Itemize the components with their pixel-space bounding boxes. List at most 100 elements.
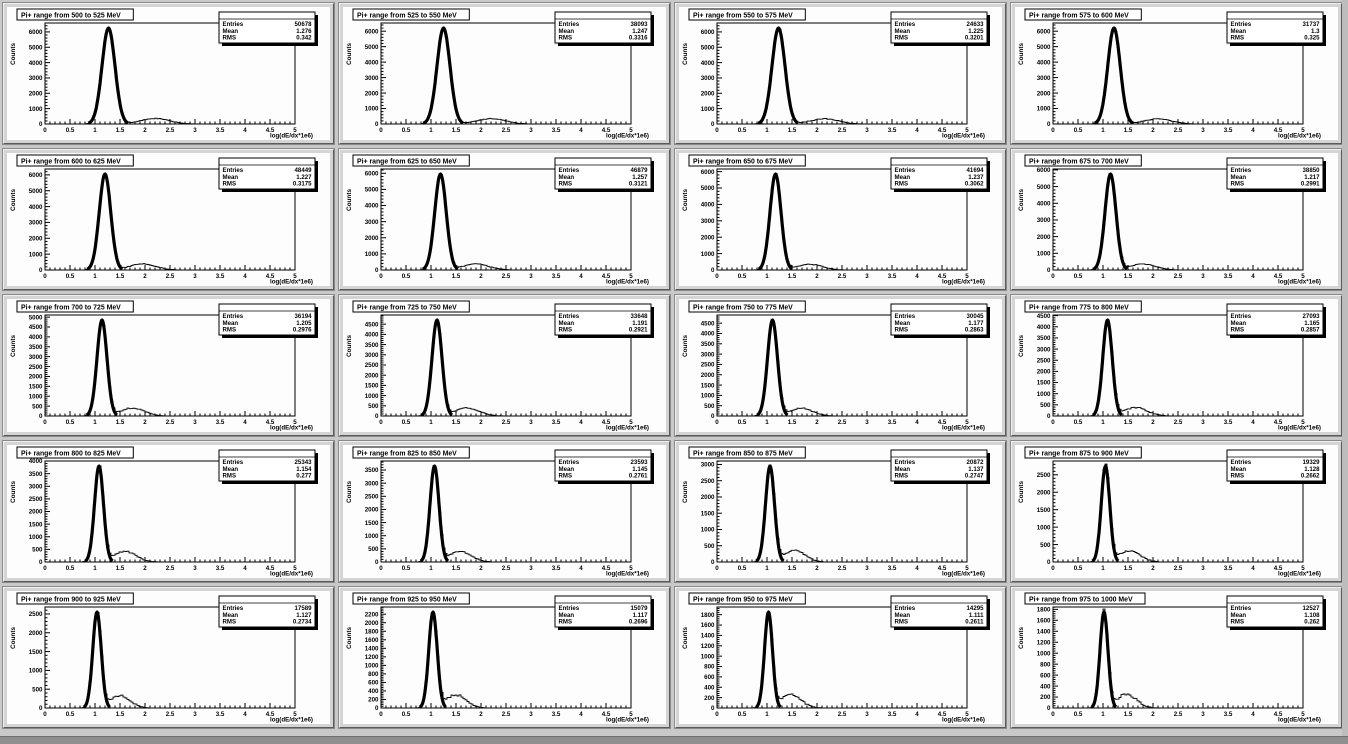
stats-label: Mean	[559, 320, 575, 327]
x-tick-label: 3	[1201, 127, 1205, 134]
y-tick-label: 2000	[29, 374, 43, 381]
x-tick-label: 0.5	[738, 565, 747, 572]
stats-value: 0.277	[296, 472, 312, 479]
panel-title: Pi+ range from 800 to 825 MeV	[21, 450, 121, 457]
stats-label: Entries	[223, 459, 244, 466]
fit-curve	[1093, 26, 1134, 125]
x-tick-label: 4.5	[1274, 127, 1283, 134]
stats-label: Mean	[559, 466, 575, 473]
y-tick-label: 600	[368, 680, 379, 687]
stats-box: Entries 30045 Mean 1.177 RMS 0.2863	[890, 303, 990, 338]
x-tick-label: 5	[293, 711, 297, 718]
stats-label: Entries	[223, 605, 244, 612]
x-tick-label: 1	[93, 565, 97, 572]
y-tick-label: 2000	[365, 372, 379, 379]
x-tick-label: 5	[629, 419, 633, 426]
histogram-canvas: 0 0.5 1 1.5 2 2.5 3 3.5 4 4.5 5 0 1000 2000 3000 4000 50…	[1015, 153, 1338, 286]
histogram-panel: 0 0.5 1 1.5 2 2.5 3 3.5 4 4.5 5 0 200 400 600 800 1000 12…	[338, 586, 671, 729]
y-tick-label: 1200	[365, 654, 379, 661]
y-tick-label: 500	[704, 543, 715, 550]
x-axis-title: log(dE/dx*1e6)	[606, 425, 649, 432]
panel-title-box: Pi+ range from 650 to 675 MeV	[688, 154, 806, 167]
y-tick-label: 0	[375, 559, 379, 566]
x-tick-label: 0	[1051, 273, 1055, 280]
y-tick-label: 3500	[1037, 335, 1051, 342]
x-tick-label: 1.5	[116, 273, 125, 280]
x-axis-title: log(dE/dx*1e6)	[606, 279, 649, 286]
stats-value: 31737	[1303, 21, 1321, 28]
panel-title: Pi+ range from 900 to 925 MeV	[21, 596, 121, 603]
y-tick-label: 1200	[1037, 639, 1051, 646]
panel-title-frame	[688, 592, 806, 605]
x-tick-label: 4.5	[266, 127, 275, 134]
y-tick-label: 0	[711, 413, 715, 420]
stats-label: RMS	[895, 180, 909, 187]
panel-title: Pi+ range from 975 to 1000 MeV	[1029, 596, 1133, 603]
stats-box-frame	[218, 11, 316, 44]
panel-title: Pi+ range from 750 to 775 MeV	[693, 304, 793, 311]
x-axis-title: log(dE/dx*1e6)	[270, 571, 313, 578]
stats-label: Entries	[895, 167, 916, 174]
y-axis-title: Counts	[10, 43, 17, 65]
y-tick-label: 1000	[1037, 106, 1051, 113]
stats-label: Mean	[895, 174, 911, 181]
x-tick-label: 3.5	[552, 419, 561, 426]
y-tick-label: 1000	[29, 106, 43, 113]
x-tick-label: 2.5	[1174, 273, 1183, 280]
y-axis-title: Counts	[682, 335, 689, 357]
histogram-canvas: 0 0.5 1 1.5 2 2.5 3 3.5 4 4.5 5 0 1000 2000 3000 4000 50…	[1015, 7, 1338, 140]
stats-value: 25343	[295, 459, 313, 466]
x-tick-label: 0	[1051, 565, 1055, 572]
stats-value: 1.191	[632, 320, 648, 327]
histogram-panel: 0 0.5 1 1.5 2 2.5 3 3.5 4 4.5 5 0 500 1000 1500 2000 250…	[674, 294, 1007, 437]
y-tick-label: 4000	[365, 332, 379, 339]
x-tick-label: 1.5	[1124, 711, 1133, 718]
x-tick-label: 5	[1301, 273, 1305, 280]
stats-box-frame	[890, 303, 988, 336]
stats-value: 0.2747	[965, 472, 984, 479]
y-tick-label: 2000	[701, 234, 715, 241]
x-tick-label: 0	[379, 127, 383, 134]
x-tick-label: 3	[529, 127, 533, 134]
y-tick-label: 6000	[365, 170, 379, 177]
stats-value: 1.117	[633, 612, 649, 619]
stats-label: RMS	[223, 180, 237, 187]
stats-box: Entries 25343 Mean 1.154 RMS 0.277	[218, 449, 318, 484]
stats-label: RMS	[223, 472, 237, 479]
y-tick-label: 0	[711, 705, 715, 712]
y-tick-label: 3500	[365, 342, 379, 349]
stats-value: 19329	[1303, 459, 1321, 466]
stats-value: 17589	[295, 605, 313, 612]
y-tick-label: 2500	[365, 362, 379, 369]
stats-box: Entries 41694 Mean 1.237 RMS 0.3062	[890, 157, 990, 192]
x-tick-label: 0.5	[66, 127, 75, 134]
x-tick-label: 4	[1251, 419, 1255, 426]
y-tick-label: 5000	[29, 188, 43, 195]
histogram-panel: 0 0.5 1 1.5 2 2.5 3 3.5 4 4.5 5 0 500 1000 1500 2000 250…	[674, 440, 1007, 583]
stats-value: 1.247	[632, 28, 648, 35]
histogram-panel: 0 0.5 1 1.5 2 2.5 3 3.5 4 4.5 5 0 1000 2000 3000 4000 50…	[674, 148, 1007, 291]
y-tick-label: 600	[704, 674, 715, 681]
x-axis-title: log(dE/dx*1e6)	[942, 133, 985, 140]
panel-title-box: Pi+ range from 600 to 625 MeV	[16, 154, 134, 167]
stats-value: 0.3175	[293, 180, 312, 187]
y-axis-title: Counts	[346, 481, 353, 503]
stats-label: RMS	[895, 326, 909, 333]
y-tick-label: 2200	[365, 611, 379, 618]
x-tick-label: 1.5	[452, 565, 461, 572]
y-tick-label: 5000	[365, 187, 379, 194]
stats-value: 0.325	[1304, 34, 1320, 41]
x-axis-title: log(dE/dx*1e6)	[606, 717, 649, 724]
stats-label: Mean	[559, 174, 575, 181]
y-axis-title: Counts	[10, 627, 17, 649]
stats-label: Entries	[1231, 21, 1252, 28]
stats-value: 15079	[631, 605, 649, 612]
x-tick-label: 4	[579, 565, 583, 572]
stats-box-frame	[554, 303, 652, 336]
stats-box-frame	[890, 595, 988, 628]
stats-value: 20872	[967, 459, 985, 466]
y-axis-title: Counts	[10, 335, 17, 357]
x-tick-label: 2.5	[502, 711, 511, 718]
stats-label: Mean	[559, 28, 575, 35]
x-tick-label: 2	[479, 565, 483, 572]
